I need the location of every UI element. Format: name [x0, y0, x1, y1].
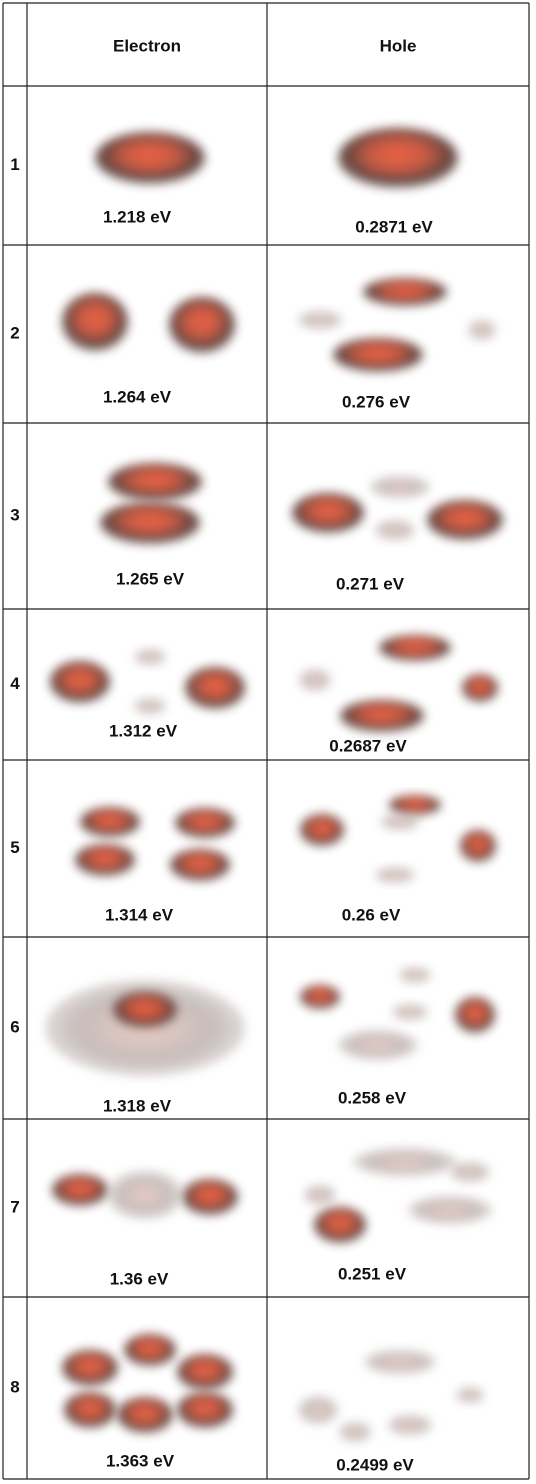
orbital-blob [300, 814, 344, 846]
orbital-blob [107, 1171, 183, 1219]
orbital-blob [408, 1196, 492, 1224]
hole-energy: 0.26 eV [342, 905, 401, 924]
orbital-blob [64, 1392, 116, 1428]
orbital-blob [300, 985, 340, 1009]
orbital-blob [314, 1207, 366, 1243]
row-index: 7 [10, 1197, 19, 1216]
orbital-blob [100, 502, 200, 544]
orbital-blob [185, 667, 245, 709]
hole-energy: 0.258 eV [338, 1088, 407, 1107]
electron-energy: 1.265 eV [116, 569, 185, 588]
orbital-blob [298, 311, 342, 329]
orbital-blob [304, 1185, 336, 1205]
orbital-blob [468, 320, 496, 340]
row-index: 8 [10, 1377, 19, 1396]
orbital-blob [333, 338, 423, 372]
electron-energy: 1.312 eV [109, 721, 178, 740]
orbital-blob [375, 867, 415, 883]
electron-energy: 1.363 eV [106, 1451, 175, 1470]
orbital-blob [113, 992, 177, 1028]
orbital-blob [339, 1422, 371, 1442]
orbital-blob [462, 674, 498, 702]
orbital-blob [392, 1004, 428, 1020]
orbital-blob [388, 1415, 432, 1435]
hole-energy: 0.271 eV [336, 574, 405, 593]
electron-energy: 1.36 eV [110, 1269, 169, 1288]
electron-energy: 1.218 eV [103, 207, 172, 226]
orbital-blob [353, 1148, 457, 1176]
orbital-blob [292, 493, 364, 533]
orbital-blob [52, 1174, 108, 1206]
orbital-blob [124, 1334, 176, 1366]
orbital-blob [338, 1030, 418, 1060]
orbital-blob [455, 997, 495, 1033]
orbital-blob [389, 795, 441, 815]
orbital-blob [338, 128, 458, 188]
orbital-blob [363, 278, 447, 306]
orbital-blob [62, 1350, 118, 1386]
orbital-blob [62, 293, 128, 351]
electron-energy: 1.318 eV [103, 1096, 172, 1115]
electron-energy: 1.314 eV [105, 905, 174, 924]
header-hole: Hole [380, 36, 417, 55]
orbital-blob [182, 1179, 238, 1215]
row-index: 6 [10, 1017, 19, 1036]
orbital-blob [75, 844, 135, 876]
orbital-blob [375, 520, 415, 540]
orbital-blob [460, 830, 496, 862]
hole-energy: 0.2499 eV [336, 1455, 414, 1474]
orbital-blob [370, 476, 430, 498]
orbital-blob [340, 700, 424, 732]
orbital-blob [50, 661, 110, 703]
orbital-blob [134, 698, 166, 714]
orbital-blob [169, 297, 235, 353]
hole-energy: 0.2871 eV [355, 217, 433, 236]
orbital-blob [380, 814, 420, 830]
orbital-blob [456, 1387, 484, 1403]
orbital-blob [134, 649, 166, 665]
row-index: 3 [10, 505, 19, 524]
header-electron: Electron [113, 36, 181, 55]
orbital-blob [450, 1162, 490, 1182]
orbital-blob [177, 1392, 233, 1428]
orbital-blob [80, 807, 140, 837]
orbital-blob [299, 669, 331, 691]
hole-energy: 0.2687 eV [329, 736, 407, 755]
row-index: 5 [10, 838, 19, 857]
row-index: 2 [10, 323, 19, 342]
orbital-blob [170, 849, 230, 881]
row-index: 4 [10, 674, 20, 693]
orbital-blob [379, 635, 451, 661]
orbital-blob [364, 1350, 436, 1374]
orbital-blob [427, 500, 503, 540]
orbital-blob [177, 1354, 233, 1390]
orbital-blob [117, 1397, 173, 1433]
orbital-blob [108, 463, 202, 501]
electron-energy: 1.264 eV [103, 387, 172, 406]
hole-energy: 0.251 eV [338, 1264, 407, 1283]
row-index: 1 [10, 155, 19, 174]
orbital-blob [175, 808, 235, 838]
orbital-blob [95, 132, 205, 184]
orbital-blob [298, 1396, 338, 1424]
orbital-blob [399, 967, 431, 983]
hole-energy: 0.276 eV [342, 392, 411, 411]
